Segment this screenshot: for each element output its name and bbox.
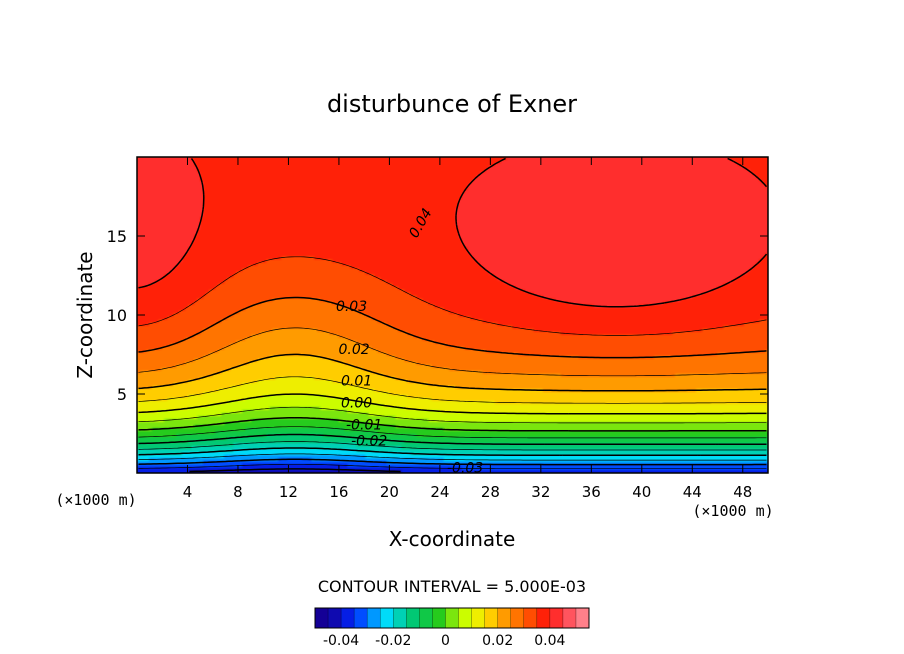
contour-line bbox=[138, 353, 767, 392]
contour-label: 0.00 bbox=[341, 395, 372, 411]
colorbar-tick-label: 0.02 bbox=[482, 633, 513, 649]
colorbar-cell bbox=[406, 608, 420, 628]
contour-line bbox=[138, 376, 767, 404]
x-tick-label: 12 bbox=[279, 483, 298, 501]
x-tick-label: 8 bbox=[233, 483, 243, 501]
colorbar-cell bbox=[497, 608, 512, 628]
colorbar-cell bbox=[484, 608, 499, 628]
colorbar-tick-label: -0.02 bbox=[375, 633, 411, 649]
colorbar-cell bbox=[575, 608, 590, 628]
x-axis-ticks: 4 8 12 16 20 24 28 32 36 40 44 48 bbox=[183, 157, 752, 501]
colorbar-cell bbox=[536, 608, 551, 628]
contour-line bbox=[138, 416, 767, 432]
contour-line bbox=[138, 327, 767, 377]
contour-label: 0.02 bbox=[338, 342, 369, 358]
colorbar-cell bbox=[354, 608, 368, 628]
contour-line bbox=[138, 433, 767, 446]
colorbar-cell bbox=[367, 608, 381, 628]
y-tick-label: 10 bbox=[107, 306, 127, 325]
contour-line bbox=[189, 468, 401, 473]
colorbar-cell bbox=[393, 608, 407, 628]
contour-line bbox=[138, 406, 767, 424]
contour-label: -0.01 bbox=[346, 418, 382, 434]
chart-title: disturbunce of Exner bbox=[327, 90, 577, 118]
colorbar-frame bbox=[314, 607, 590, 629]
contour-line bbox=[138, 458, 767, 466]
colorbar-cell bbox=[562, 608, 577, 628]
contour-line bbox=[138, 453, 767, 461]
x-tick-label: 24 bbox=[430, 483, 449, 501]
colorbar-cell bbox=[341, 608, 355, 628]
contour-interval-label: CONTOUR INTERVAL = 5.000E-03 bbox=[318, 577, 586, 596]
x-tick-label: 20 bbox=[380, 483, 399, 501]
x-tick-label: 28 bbox=[481, 483, 500, 501]
colorbar-cell bbox=[328, 608, 342, 628]
colorbar-tick-label: -0.04 bbox=[323, 633, 359, 649]
filled-contour-field bbox=[137, 157, 768, 473]
x-unit-left: (×1000 m) bbox=[55, 491, 136, 509]
colorbar-cell bbox=[380, 608, 394, 628]
contour-line bbox=[138, 296, 767, 359]
colorbar-cell bbox=[419, 608, 433, 628]
x-tick-label: 48 bbox=[733, 483, 752, 501]
contour-line bbox=[138, 426, 767, 439]
x-tick-label: 36 bbox=[582, 483, 601, 501]
contour-label: 0.01 bbox=[341, 373, 372, 389]
colorbar-tick-label: 0.04 bbox=[534, 633, 565, 649]
colorbar-tick-label: 0 bbox=[441, 633, 450, 649]
y-tick-label: 5 bbox=[117, 385, 127, 404]
x-tick-label: 4 bbox=[183, 483, 193, 501]
contour-lines bbox=[138, 157, 768, 473]
x-tick-label: 44 bbox=[683, 483, 702, 501]
colorbar-cell bbox=[315, 608, 329, 628]
contour-label: 0.03 bbox=[336, 299, 367, 315]
x-tick-label: 16 bbox=[329, 483, 348, 501]
colorbar-cell bbox=[432, 608, 446, 628]
x-tick-label: 40 bbox=[632, 483, 651, 501]
colorbar-cell bbox=[471, 608, 486, 628]
contour-line bbox=[138, 157, 768, 308]
colorbar-cell bbox=[549, 608, 564, 628]
contour-label: -0.02 bbox=[351, 433, 387, 449]
contour-line bbox=[138, 441, 767, 451]
plot-area: 0.040.030.020.010.00-0.01-0.02-0.03 bbox=[136, 156, 769, 476]
y-tick-label: 15 bbox=[107, 227, 127, 246]
x-unit-right: (×1000 m) bbox=[692, 502, 773, 520]
contour-line bbox=[138, 463, 767, 470]
colorbar-cell bbox=[523, 608, 538, 628]
contour-label: -0.03 bbox=[447, 460, 483, 476]
contour-line bbox=[138, 393, 767, 415]
x-tick-label: 32 bbox=[531, 483, 550, 501]
colorbar-cell bbox=[458, 608, 473, 628]
y-axis-ticks: 5 10 15 bbox=[107, 227, 768, 404]
colorbar: -0.04 -0.02 0 0.02 0.04 bbox=[314, 607, 590, 649]
contour-line bbox=[138, 256, 767, 336]
colorbar-cell bbox=[445, 608, 460, 628]
y-axis-label: Z-coordinate bbox=[73, 251, 97, 378]
x-axis-label: X-coordinate bbox=[389, 527, 516, 551]
contour-line bbox=[138, 447, 767, 457]
colorbar-cell bbox=[510, 608, 525, 628]
